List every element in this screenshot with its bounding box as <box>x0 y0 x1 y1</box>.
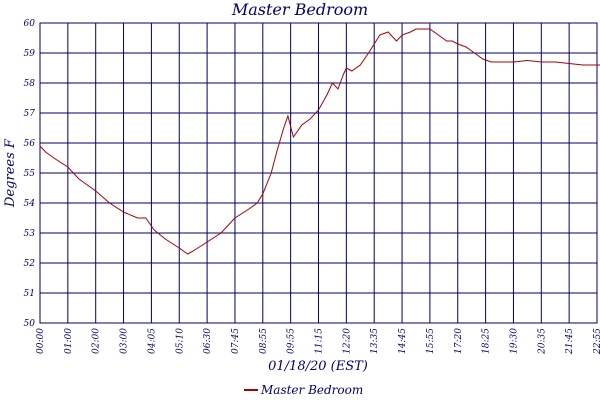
x-axis-ticks: 00:00 01:00 02:00 03:00 04:05 05:10 06:30 07:45… <box>36 328 600 355</box>
y-tick-label: 60 <box>24 19 36 29</box>
y-tick-label: 53 <box>24 229 36 239</box>
x-axis-label: 01/18/20 (EST) <box>268 359 368 374</box>
y-tick-label: 55 <box>24 169 36 179</box>
y-tick-label: 50 <box>24 319 36 329</box>
y-tick-label: 58 <box>24 79 36 89</box>
x-tick-label: 12:20 <box>342 328 352 354</box>
x-tick-label: 21:45 <box>565 328 575 355</box>
x-tick-label: 14:45 <box>398 328 408 354</box>
y-tick-label: 52 <box>24 259 36 269</box>
x-tick-label: 08:55 <box>259 328 269 354</box>
x-tick-label: 22:55 <box>593 328 600 355</box>
y-tick-label: 51 <box>24 289 35 299</box>
x-tick-label: 06:30 <box>203 328 213 354</box>
x-tick-label: 15:55 <box>426 328 436 354</box>
x-tick-label: 09:55 <box>287 328 297 354</box>
x-tick-label: 17:20 <box>454 328 464 354</box>
plot-area-border <box>39 22 598 324</box>
y-tick-label: 57 <box>24 109 36 119</box>
x-tick-label: 19:30 <box>509 328 519 354</box>
x-tick-label: 13:35 <box>370 328 380 354</box>
x-tick-label: 02:00 <box>92 328 102 354</box>
x-tick-label: 18:25 <box>482 328 492 354</box>
y-tick-label: 59 <box>24 49 36 59</box>
y-tick-label: 54 <box>24 199 36 209</box>
y-axis-ticks: 50 51 52 53 54 55 56 57 58 59 60 <box>24 19 36 329</box>
x-tick-label: 20:35 <box>537 328 547 355</box>
x-tick-label: 04:05 <box>147 328 157 354</box>
x-tick-label: 00:00 <box>36 328 46 354</box>
x-tick-label: 07:45 <box>231 328 241 354</box>
grid <box>39 22 598 324</box>
y-tick-label: 56 <box>24 139 36 149</box>
y-axis-label: Degrees F <box>3 138 18 208</box>
x-tick-label: 01:00 <box>64 328 74 354</box>
legend: Master Bedroom <box>244 383 363 397</box>
legend-label-master-bedroom: Master Bedroom <box>260 383 363 397</box>
chart-title: Master Bedroom <box>231 0 369 19</box>
x-tick-label: 11:15 <box>315 328 325 354</box>
x-tick-label: 05:10 <box>175 328 185 354</box>
x-tick-label: 03:00 <box>120 328 130 354</box>
series-line-master-bedroom <box>39 28 600 255</box>
